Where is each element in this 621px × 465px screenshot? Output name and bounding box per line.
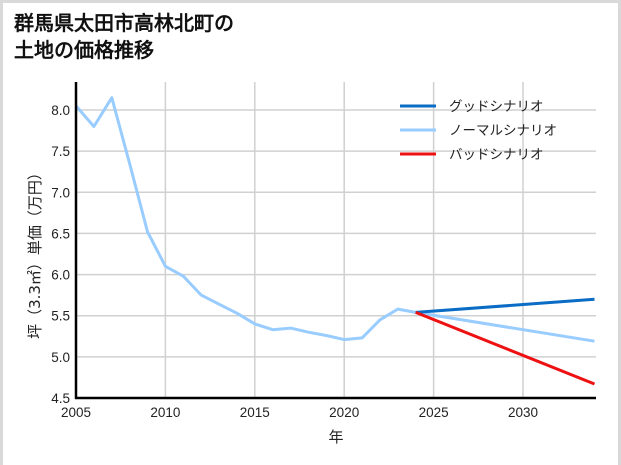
legend-label: ノーマルシナリオ (449, 123, 557, 139)
x-tick-label: 2020 (329, 405, 359, 420)
x-tick-label: 2015 (240, 405, 270, 420)
legend-label: グッドシナリオ (449, 99, 544, 115)
y-tick-label: 6.5 (51, 226, 70, 241)
y-tick-label: 5.5 (51, 309, 70, 324)
series-line (74, 96, 595, 343)
x-tick-label: 2025 (419, 405, 449, 420)
y-tick-label: 5.0 (51, 350, 70, 365)
series-line (415, 297, 595, 314)
data-lines (74, 96, 596, 386)
chart-title: 群馬県太田市高林北町の 土地の価格推移 (14, 10, 234, 64)
gridlines (76, 82, 596, 398)
y-tick-label: 8.0 (51, 103, 70, 118)
x-tick-label: 2005 (61, 405, 91, 420)
y-tick-label: 7.5 (51, 144, 70, 159)
legend-label: バッドシナリオ (449, 147, 544, 163)
y-axis-label: 坪（3.3㎡）単価（万円） (26, 165, 44, 339)
x-tick-label: 2010 (150, 405, 180, 420)
y-tick-label: 6.0 (51, 268, 70, 283)
y-tick-label: 4.5 (51, 391, 70, 406)
axes (74, 82, 596, 400)
x-axis-label: 年 (328, 428, 343, 446)
title-line-1: 群馬県太田市高林北町の (14, 11, 234, 35)
x-tick-label: 2030 (508, 405, 538, 420)
series-line (415, 311, 596, 386)
y-tick-label: 7.0 (51, 185, 70, 200)
title-line-2: 土地の価格推移 (14, 38, 154, 62)
tick-labels: 4.5 5.0 5.5 6.0 6.5 7.0 7.5 8.0 2005 2010 2015 2020… (51, 103, 538, 420)
